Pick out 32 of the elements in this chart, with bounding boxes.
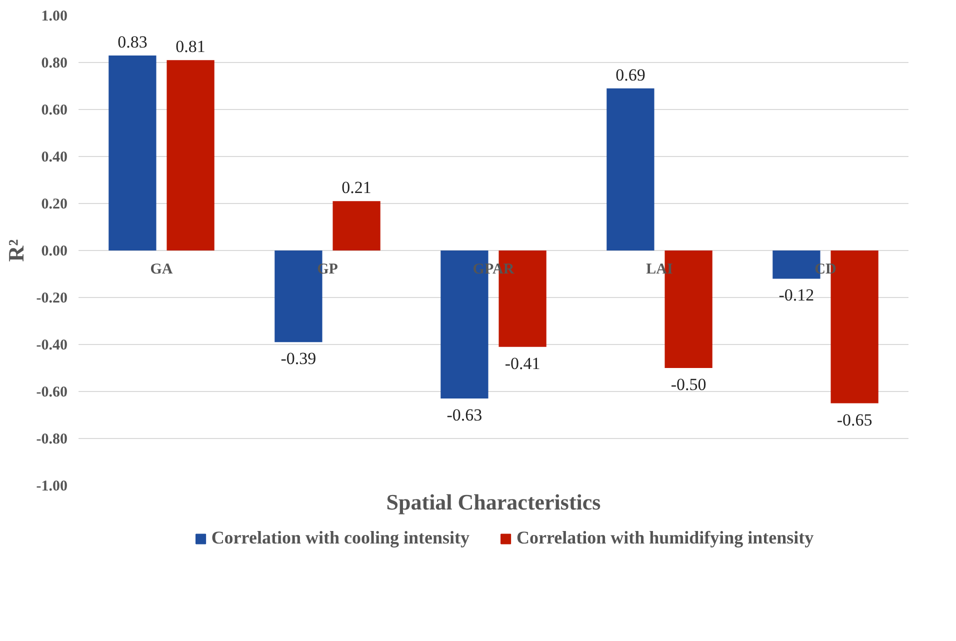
bar — [166, 60, 214, 250]
x-tick-label: GPAR — [472, 262, 514, 278]
data-label: -0.50 — [670, 375, 706, 394]
data-label: 0.81 — [176, 37, 206, 56]
bar — [606, 88, 654, 250]
x-tick-label: CD — [814, 262, 836, 278]
y-axis-title: R² — [3, 238, 28, 262]
y-tick-label: 0.00 — [41, 244, 68, 260]
y-tick-label: 0.40 — [41, 150, 68, 166]
y-tick-label: -0.60 — [36, 384, 68, 400]
data-label: 0.69 — [616, 65, 646, 84]
x-tick-label: GA — [150, 262, 173, 278]
data-label: -0.41 — [504, 354, 540, 373]
legend-label: Correlation with humidifying intensity — [516, 528, 814, 548]
data-label: -0.65 — [836, 410, 872, 430]
y-tick-label: 0.60 — [41, 102, 68, 118]
data-label: 0.83 — [118, 32, 148, 52]
y-tick-label: 0.80 — [41, 56, 68, 72]
legend-label: Correlation with cooling intensity — [211, 528, 470, 548]
bar — [108, 55, 156, 250]
x-axis-title: Spatial Characteristics — [386, 490, 602, 514]
y-tick-label: 0.20 — [41, 196, 68, 212]
data-label: -0.39 — [280, 349, 316, 368]
data-label: 0.21 — [342, 178, 372, 198]
bar — [332, 201, 380, 250]
y-tick-label: -0.80 — [36, 432, 68, 448]
data-label: -0.12 — [778, 286, 814, 305]
y-tick-label: -0.40 — [36, 338, 68, 354]
data-label: -0.63 — [446, 406, 482, 425]
y-tick-label: -0.20 — [36, 290, 68, 306]
y-tick-label: -1.00 — [36, 478, 68, 494]
y-tick-label: 1.00 — [41, 8, 68, 24]
